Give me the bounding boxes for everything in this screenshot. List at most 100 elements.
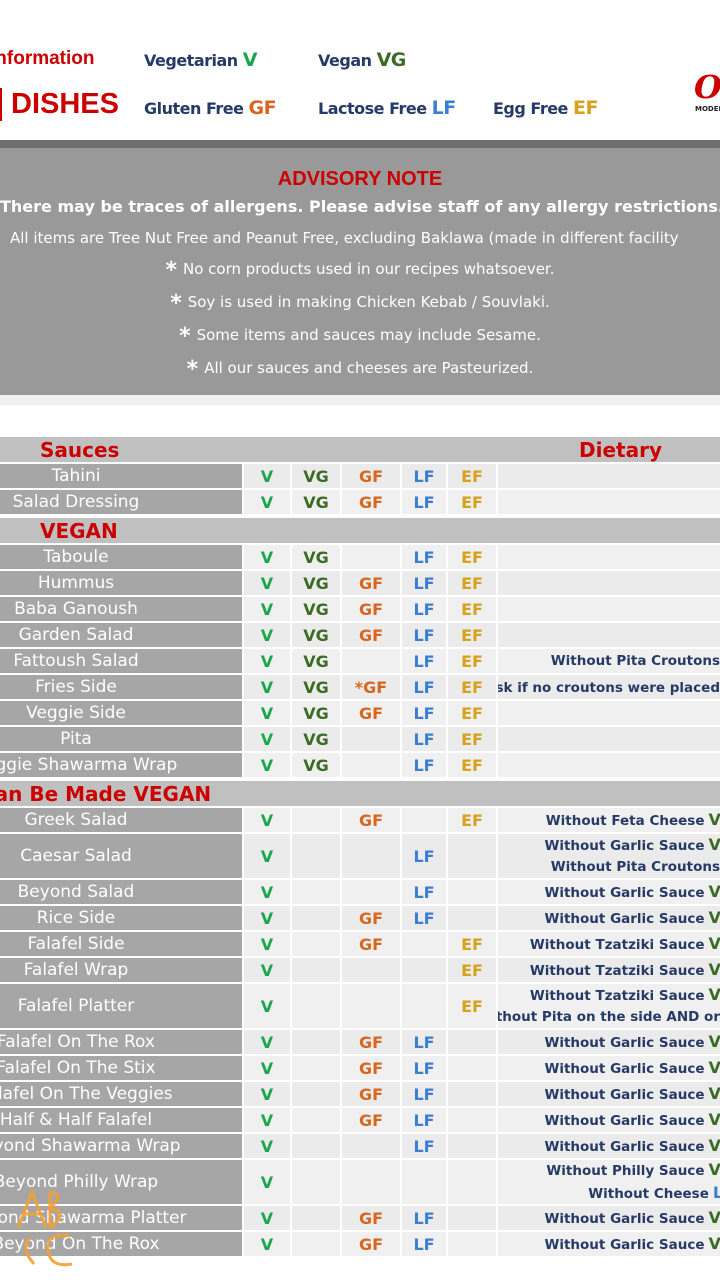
tag-ef: EF <box>448 727 496 751</box>
tag-v: V <box>244 1134 290 1158</box>
dish-name: Beyond Philly Wrap <box>0 1172 159 1192</box>
tag-gf <box>342 958 400 982</box>
tag-ef: EF <box>448 753 496 777</box>
tag-v: V <box>244 1030 290 1054</box>
table-row: Beyond Shawarma Wrap V LF Without Garlic Sa… <box>0 1134 720 1158</box>
note-line: Without Pita Croutons <box>551 651 720 672</box>
note-badge: VG <box>708 1135 720 1155</box>
dish-name: Falafel Platter <box>17 996 135 1016</box>
tag-vg <box>292 1134 340 1158</box>
tag-v: V <box>244 984 290 1028</box>
tag-v: V <box>244 808 290 832</box>
note-badge: VG <box>708 835 720 854</box>
dish-name: Half & Half Falafel <box>0 1110 153 1130</box>
tag-ef: EF <box>448 545 496 569</box>
tag-ef: EF <box>448 649 496 673</box>
note-badge: VG <box>708 1031 720 1051</box>
tag-ef: EF <box>448 464 496 488</box>
tag-gf <box>342 1160 400 1204</box>
note-badge: VG <box>708 959 720 979</box>
tag-ef: EF <box>448 623 496 647</box>
table-row: Veggie Side V VG GF LF EF <box>0 701 720 725</box>
notes-cell: Without Tzatziki SauceVG <box>498 932 720 956</box>
notes-cell: Without Tzatziki SauceVG Without Pita on … <box>498 984 720 1028</box>
note-text: Without Garlic Sauce <box>544 1138 705 1155</box>
tag-ef <box>448 1030 496 1054</box>
tag-gf: *GF <box>342 675 400 699</box>
tag-lf <box>402 1160 446 1204</box>
tag-v: V <box>244 958 290 982</box>
dish-name-cell: Garden Salad <box>0 623 242 647</box>
tag-vg <box>292 1108 340 1132</box>
dish-name: Fattoush Salad <box>13 651 139 671</box>
dish-name-cell: Fattoush Salad <box>0 649 242 673</box>
tag-vg: VG <box>292 545 340 569</box>
tag-ef: EF <box>448 984 496 1028</box>
dish-name-cell: Beyond Salad <box>0 880 242 904</box>
tag-gf: GF <box>342 1232 400 1256</box>
note-line: Without Garlic SauceVG <box>544 1057 720 1080</box>
tag-lf: LF <box>402 701 446 725</box>
table-row: Beyond On The Rox V GF LF Without Garlic Sau… <box>0 1232 720 1256</box>
dish-name: Beyond On The Rox <box>0 1234 160 1254</box>
note-line: Without Garlic SauceVG <box>544 1031 720 1054</box>
dish-name: Rice Side <box>36 908 116 928</box>
tag-ef: EF <box>448 675 496 699</box>
tag-v: V <box>244 675 290 699</box>
table-row: Falafel Side V GF EF Without Tzatziki Sauce V… <box>0 932 720 956</box>
tag-vg <box>292 1082 340 1106</box>
table-row: Garden Salad V VG GF LF EF <box>0 623 720 647</box>
table-row: Hummus V VG GF LF EF <box>0 571 720 595</box>
tag-vg <box>292 1160 340 1204</box>
legend-lactose-free: Lactose Free LF <box>318 97 456 119</box>
tag-gf: GF <box>342 571 400 595</box>
note-badge: VG <box>708 1160 720 1179</box>
tag-gf <box>342 649 400 673</box>
dish-name: Beyond Shawarma Wrap <box>0 1136 181 1156</box>
legend-vegetarian: Vegetarian V <box>144 49 257 71</box>
tag-vg <box>292 932 340 956</box>
tag-gf: GF <box>342 1206 400 1230</box>
note-badge: LF <box>712 1183 720 1202</box>
tag-ef: EF <box>448 701 496 725</box>
advisory-title: ADVISORY NOTE <box>277 168 443 190</box>
note-badge: VG <box>708 907 720 927</box>
tag-vg: VG <box>292 675 340 699</box>
note-line: Without Garlic SauceVG <box>544 881 720 904</box>
table-row: Fattoush Salad V VG LF EF Without Pita Crouto… <box>0 649 720 673</box>
notes-cell: Without Garlic SauceVG <box>498 1082 720 1106</box>
tag-gf <box>342 880 400 904</box>
note-line: Without CheeseLF <box>588 1182 720 1204</box>
tag-lf: LF <box>402 597 446 621</box>
tag-v: V <box>244 490 290 514</box>
tag-lf: LF <box>402 834 446 878</box>
tag-vg <box>292 1232 340 1256</box>
tag-gf <box>342 1134 400 1158</box>
dish-name-cell: Hummus <box>0 571 242 595</box>
tag-vg: VG <box>292 623 340 647</box>
note-badge: VG <box>708 881 720 901</box>
tag-vg <box>292 1056 340 1080</box>
dish-name: Falafel Side <box>27 934 125 954</box>
dish-name: Pita <box>60 729 92 749</box>
note-text: Without Philly Sauce <box>546 1163 705 1179</box>
note-line: Without Tzatziki SauceVG <box>530 959 720 982</box>
dish-name-cell: Falafel On The Rox <box>0 1030 242 1054</box>
tag-lf <box>402 808 446 832</box>
tag-vg <box>292 834 340 878</box>
table-row: Falafel Wrap V EF Without Tzatziki SauceVG <box>0 958 720 982</box>
legend-label: Vegan <box>318 51 372 70</box>
dish-name: Taboule <box>43 547 109 567</box>
note-line: Without Tzatziki SauceVG <box>530 933 720 956</box>
tag-vg: VG <box>292 727 340 751</box>
dish-name-cell: Caesar Salad <box>0 834 242 878</box>
note-line: Without Garlic SauceVG <box>544 1109 720 1132</box>
notes-cell <box>498 545 720 569</box>
note-text: Without Garlic Sauce <box>544 1086 705 1103</box>
legend-label: Egg Free <box>493 99 568 118</box>
legend-vegan: Vegan VG <box>318 49 406 71</box>
tag-gf: GF <box>342 490 400 514</box>
tag-ef: EF <box>448 932 496 956</box>
